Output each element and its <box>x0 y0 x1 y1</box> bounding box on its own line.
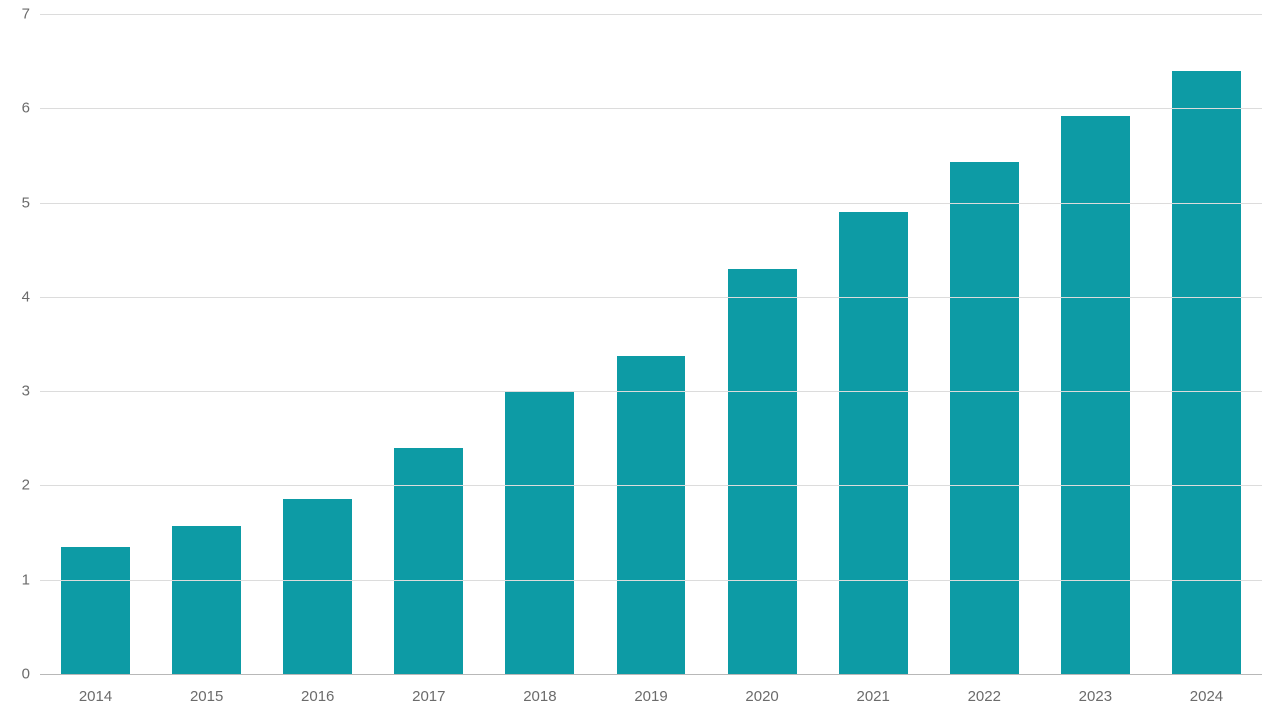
bar <box>283 499 352 674</box>
x-tick-label: 2023 <box>1079 688 1112 705</box>
bar <box>1172 71 1241 674</box>
x-tick-label: 2015 <box>190 688 223 705</box>
bar-chart: 0 1 2 3 4 5 6 7 2014 2015 2016 2017 2018 2019 2020 2021… <box>0 0 1280 720</box>
gridline <box>40 203 1262 204</box>
y-tick-label: 4 <box>0 288 30 305</box>
x-tick-label: 2021 <box>856 688 889 705</box>
bar <box>617 356 686 674</box>
y-tick-label: 0 <box>0 666 30 683</box>
bar <box>394 448 463 674</box>
x-tick-label: 2019 <box>634 688 667 705</box>
x-tick-label: 2017 <box>412 688 445 705</box>
gridline <box>40 485 1262 486</box>
y-tick-label: 2 <box>0 477 30 494</box>
x-tick-label: 2022 <box>968 688 1001 705</box>
bars-layer <box>40 14 1262 674</box>
bar <box>1061 116 1130 674</box>
gridline <box>40 391 1262 392</box>
x-axis-line <box>40 674 1262 675</box>
y-tick-label: 7 <box>0 6 30 23</box>
x-tick-label: 2014 <box>79 688 112 705</box>
gridline <box>40 108 1262 109</box>
y-tick-label: 1 <box>0 571 30 588</box>
gridline <box>40 14 1262 15</box>
x-tick-label: 2016 <box>301 688 334 705</box>
bar <box>839 212 908 674</box>
y-tick-label: 5 <box>0 194 30 211</box>
gridline <box>40 580 1262 581</box>
plot-area <box>40 14 1262 674</box>
bar <box>950 162 1019 674</box>
gridline <box>40 297 1262 298</box>
bar <box>172 526 241 674</box>
bar <box>505 391 574 674</box>
x-tick-label: 2024 <box>1190 688 1223 705</box>
bar <box>61 547 130 674</box>
y-tick-label: 3 <box>0 383 30 400</box>
x-tick-label: 2018 <box>523 688 556 705</box>
y-tick-label: 6 <box>0 100 30 117</box>
bar <box>728 269 797 674</box>
x-tick-label: 2020 <box>745 688 778 705</box>
